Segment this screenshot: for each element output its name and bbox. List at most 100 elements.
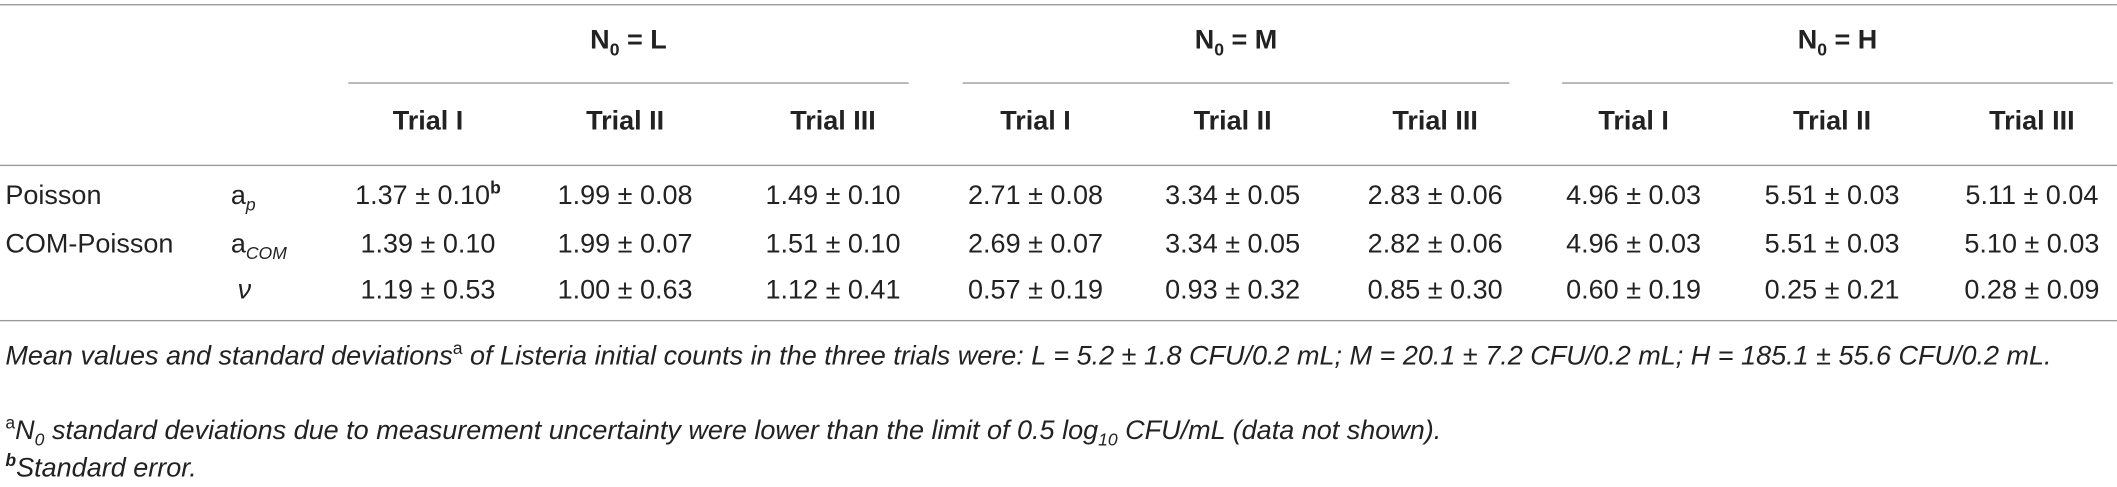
value-cell: 5.51 ± 0.03	[1724, 228, 1940, 260]
model-name: COM-Poisson	[5, 228, 173, 260]
text-run: Trial II	[586, 106, 665, 137]
text-run: 1.99 ± 0.07	[557, 229, 693, 260]
text-run: 0.25 ± 0.21	[1764, 275, 1900, 306]
text-run: Trial III	[1392, 106, 1478, 137]
text-run: a	[230, 180, 246, 211]
footnote: aN0 standard deviations due to measureme…	[5, 412, 2111, 450]
group-rule	[962, 82, 1510, 84]
subscript: 0	[1817, 39, 1827, 60]
text-run: a	[230, 229, 246, 260]
text-run: Trial I	[392, 106, 464, 137]
superscript: a	[452, 337, 463, 359]
text-run: 3.34 ± 0.05	[1165, 180, 1301, 211]
text-run: Trial II	[1193, 106, 1272, 137]
trial-header: Trial I	[928, 105, 1144, 137]
text-run: ν	[237, 275, 252, 306]
value-cell: 1.51 ± 0.10	[725, 228, 941, 260]
trial-header: Trial II	[1724, 105, 1940, 137]
trial-header: Trial III	[725, 105, 941, 137]
text-run: 1.51 ± 0.10	[765, 229, 901, 260]
value-cell: 1.99 ± 0.07	[517, 228, 733, 260]
text-run: 5.51 ± 0.03	[1764, 180, 1900, 211]
value-cell: 4.96 ± 0.03	[1526, 180, 1742, 212]
text-run: standard deviations due to measurement u…	[44, 415, 1099, 446]
footnote: Mean values and standard deviationsa of …	[5, 338, 2111, 376]
value-cell: 2.69 ± 0.07	[928, 228, 1144, 260]
parameter: ap	[230, 180, 256, 215]
value-cell: 0.57 ± 0.19	[928, 274, 1144, 306]
text-run: N	[590, 25, 610, 56]
value-cell: 1.39 ± 0.10	[320, 228, 536, 260]
text-run: Trial I	[1000, 106, 1071, 137]
value-cell: 1.99 ± 0.08	[517, 180, 733, 212]
group-rule	[348, 82, 909, 84]
text-run: 1.00 ± 0.63	[557, 275, 693, 306]
subscript: p	[245, 194, 256, 215]
text-run: = L	[619, 25, 667, 56]
bottom-rule	[0, 319, 2117, 322]
text-run: Trial I	[1598, 106, 1669, 137]
text-run: 1.39 ± 0.10	[360, 229, 496, 260]
trial-header: Trial II	[517, 105, 733, 137]
text-run: 0.93 ± 0.32	[1165, 275, 1301, 306]
group-header: N0 = M	[963, 24, 1510, 60]
text-run: Trial III	[1989, 106, 2075, 137]
text-run: 2.83 ± 0.06	[1367, 180, 1503, 211]
top-rule	[0, 4, 2117, 6]
text-run: 3.34 ± 0.05	[1165, 229, 1301, 260]
text-run: CFU/mL (data not shown).	[1117, 415, 1442, 446]
text-run: 5.10 ± 0.03	[1964, 229, 2100, 260]
value-cell: 0.60 ± 0.19	[1526, 274, 1742, 306]
text-run: 2.69 ± 0.07	[968, 229, 1103, 260]
trial-header: Trial I	[320, 105, 536, 137]
text-run: 1.37 ± 0.10	[355, 180, 491, 211]
text-run: 0.57 ± 0.19	[968, 275, 1103, 306]
group-header: N0 = H	[1562, 24, 2113, 60]
text-run: Poisson	[5, 180, 102, 211]
text-run: 1.99 ± 0.08	[557, 180, 693, 211]
subscript: 0	[34, 429, 45, 450]
footnote: bStandard error.	[5, 450, 2111, 487]
superscript: a	[5, 412, 16, 433]
text-run: N	[1194, 25, 1215, 56]
group-header: N0 = L	[348, 24, 908, 58]
text-run: 5.51 ± 0.03	[1764, 229, 1900, 260]
text-run: 4.96 ± 0.03	[1566, 180, 1702, 211]
text-run: = H	[1826, 25, 1878, 56]
model-name: Poisson	[5, 180, 101, 212]
value-cell: 3.34 ± 0.05	[1125, 228, 1341, 260]
value-cell: 1.49 ± 0.10	[725, 180, 941, 212]
value-cell: 1.37 ± 0.10b	[320, 177, 536, 212]
subscript: 0	[1214, 39, 1225, 60]
text-run: 0.28 ± 0.09	[1964, 275, 2100, 306]
group-rule	[1562, 82, 2113, 84]
parameter: ν	[238, 274, 252, 306]
text-run: of Listeria initial counts in the three …	[462, 341, 2052, 372]
trial-header: Trial III	[1924, 105, 2117, 137]
value-cell: 2.71 ± 0.08	[928, 180, 1144, 212]
trial-header: Trial III	[1327, 105, 1543, 137]
text-run: N	[1797, 25, 1818, 56]
value-cell: 5.10 ± 0.03	[1924, 228, 2117, 260]
text-run: 4.96 ± 0.03	[1566, 229, 1702, 260]
value-cell: 5.51 ± 0.03	[1724, 180, 1940, 212]
trial-header: Trial II	[1125, 105, 1341, 137]
header-rule	[0, 164, 2117, 167]
value-cell: 3.34 ± 0.05	[1125, 180, 1341, 212]
value-cell: 0.85 ± 0.30	[1327, 274, 1543, 306]
superscript: b	[490, 177, 501, 198]
text-run: = M	[1224, 25, 1278, 56]
text-run: COM-Poisson	[5, 229, 174, 260]
text-run: Trial III	[790, 106, 876, 137]
value-cell: 0.25 ± 0.21	[1724, 274, 1940, 306]
text-run: 0.85 ± 0.30	[1367, 275, 1503, 306]
superscript: b	[5, 450, 17, 471]
parameter: aCOM	[230, 228, 287, 262]
value-cell: 0.93 ± 0.32	[1125, 274, 1341, 306]
value-cell: 1.12 ± 0.41	[725, 274, 941, 306]
text-run: 5.11 ± 0.04	[1965, 180, 2099, 211]
text-run: 1.12 ± 0.41	[765, 275, 901, 306]
value-cell: 2.82 ± 0.06	[1327, 228, 1543, 260]
